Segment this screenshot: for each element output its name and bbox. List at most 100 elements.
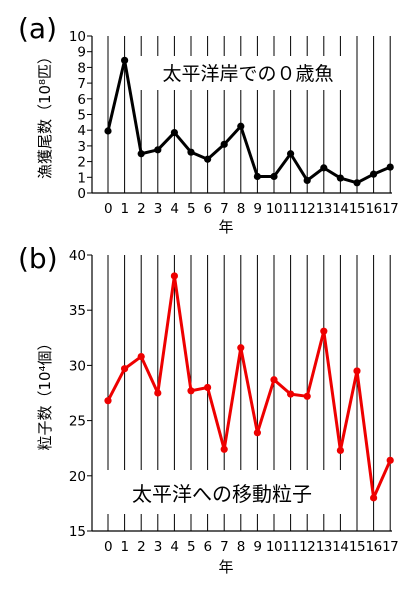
panel-b-xtick-label: 0 [104,539,112,555]
panel-a-xtick-label: 0 [104,201,112,217]
panel-b-ylabel: 粒子数（10⁴個） [36,335,54,450]
panel-a-ytick-label: 8 [77,60,86,76]
panel-b-data-point [253,429,261,437]
panel-a-data-point [187,148,195,156]
panel-b-annotation-bg [102,470,352,514]
panel-a-xtick-label: 1 [121,201,129,217]
panel-a-ytick-label: 2 [77,155,86,171]
panel-a-ytick-label: 9 [77,45,86,61]
panel-b-xtick-label: 12 [299,539,315,555]
panel-a-data-point [303,176,311,185]
panel-a-ytick-label: 7 [77,76,86,92]
panel-a-xtick-label: 5 [187,201,195,217]
panel-b-data-point [287,390,295,398]
panel-b-xtick-label: 2 [137,539,145,555]
panel-b-data-point [220,445,228,453]
panel-a-xtick-label: 2 [137,201,145,217]
panel-b-ytick-label: 35 [69,303,86,319]
panel-a-xtick-label: 6 [204,201,212,217]
panel-a-ytick-label: 10 [69,29,86,45]
panel-a-ytick-label: 0 [77,186,86,202]
panel-b-xtick-label: 9 [253,539,261,555]
panel-b-xtick-label: 1 [121,539,129,555]
panel-b-xtick-label: 5 [187,539,195,555]
panel-a-data-point [370,170,378,178]
panel-a-xtick-label: 17 [382,201,398,217]
panel-a-annotation-bg [138,56,356,90]
panel-a-data-point [287,150,295,158]
panel-b-xtick-label: 10 [266,539,282,555]
panel-b-data-point [137,352,145,361]
panel-b-series-line [106,274,392,500]
panel-b-ytick-label: 30 [69,358,86,374]
panel-b-annotation: 太平洋への移動粒子 [132,482,312,506]
panel-a-xtick-label: 15 [349,201,365,217]
panel-a-xtick-label: 10 [266,201,282,217]
panel-a-data-point [270,172,278,181]
panel-a-ylabel: 漁獲尾数（10⁸匹） [36,49,54,179]
panel-b-data-point [386,456,394,464]
panel-a-data-point [320,164,328,172]
panel-a-ytick-label: 4 [77,123,86,139]
panel-b-xtick-label: 7 [220,539,228,555]
panel-a-data-point [154,146,162,154]
panel-b-data-point [353,367,361,375]
panel-b-xtick-label: 14 [332,539,348,555]
panel-b-ytick-label: 40 [69,248,86,264]
panel-a-label: (a) [18,12,57,45]
panel-a-xtick-label: 12 [299,201,315,217]
panel-a-xtick-label: 4 [170,201,178,217]
panel-b-data-point [270,376,278,384]
panel-b-ytick-label: 25 [69,414,86,430]
panel-b-data-point [204,383,212,392]
panel-a-xtick-label: 3 [154,201,162,217]
panel-b-ytick-label: 20 [69,469,86,485]
panel-a-xtick-label: 11 [283,201,299,217]
panel-b-data-point [187,387,195,395]
panel-a-xtick-label: 16 [366,201,382,217]
panel-b-xtick-label: 4 [170,539,178,555]
panel-b-xtick-label: 3 [154,539,162,555]
panel-b-data-point [170,272,178,280]
panel-a-data-point [121,56,129,64]
panel-b-xtick-label: 11 [283,539,299,555]
panel-a-data-point [353,179,361,187]
panel-a-data-point [104,127,112,135]
panel-a-data-point [170,128,178,137]
panel-b-xtick-label: 13 [316,539,332,555]
panel-b-label: (b) [18,242,58,275]
panel-b-data-point [154,389,162,397]
panel-a-ytick-label: 1 [77,170,86,186]
panel-a-data-point [220,140,228,148]
panel-a-annotation: 太平洋岸での０歳魚 [162,63,333,85]
panel-a-xtick-label: 9 [253,201,261,217]
panel-b-xtick-label: 8 [237,539,245,555]
panel-b-ytick-label: 15 [69,524,86,540]
panel-b-xtick-label: 16 [366,539,382,555]
panel-a-data-point [253,172,261,181]
panel-a-ytick-label: 3 [77,139,86,155]
panel-b-xtick-label: 6 [204,539,212,555]
panel-a-data-point [204,155,212,163]
panel-a-ytick-label: 6 [77,92,86,108]
panel-a-xtick-label: 7 [220,201,228,217]
panel-a-xtick-label: 13 [316,201,332,217]
panel-b-data-point [336,446,344,455]
panel-b-data-point [370,494,378,502]
panel-a-xlabel: 年 [218,218,233,236]
panel-b-data-point [320,327,328,335]
panel-a-xtick-label: 14 [332,201,348,217]
panel-a-xtick-label: 8 [237,201,245,217]
panel-b-data-point [303,392,311,400]
panel-a-data-point [237,122,245,130]
panel-a-ytick-label: 5 [77,108,86,124]
panel-b-xlabel: 年 [218,558,233,576]
panel-a-data-point [336,174,344,182]
panel-a-data-point [137,150,145,158]
panel-b-data-point [121,365,129,373]
panel-a-data-point [386,163,394,171]
panel-b-data-point [237,344,245,352]
panel-b-xtick-label: 15 [349,539,365,555]
panel-b-xtick-label: 17 [382,539,398,555]
